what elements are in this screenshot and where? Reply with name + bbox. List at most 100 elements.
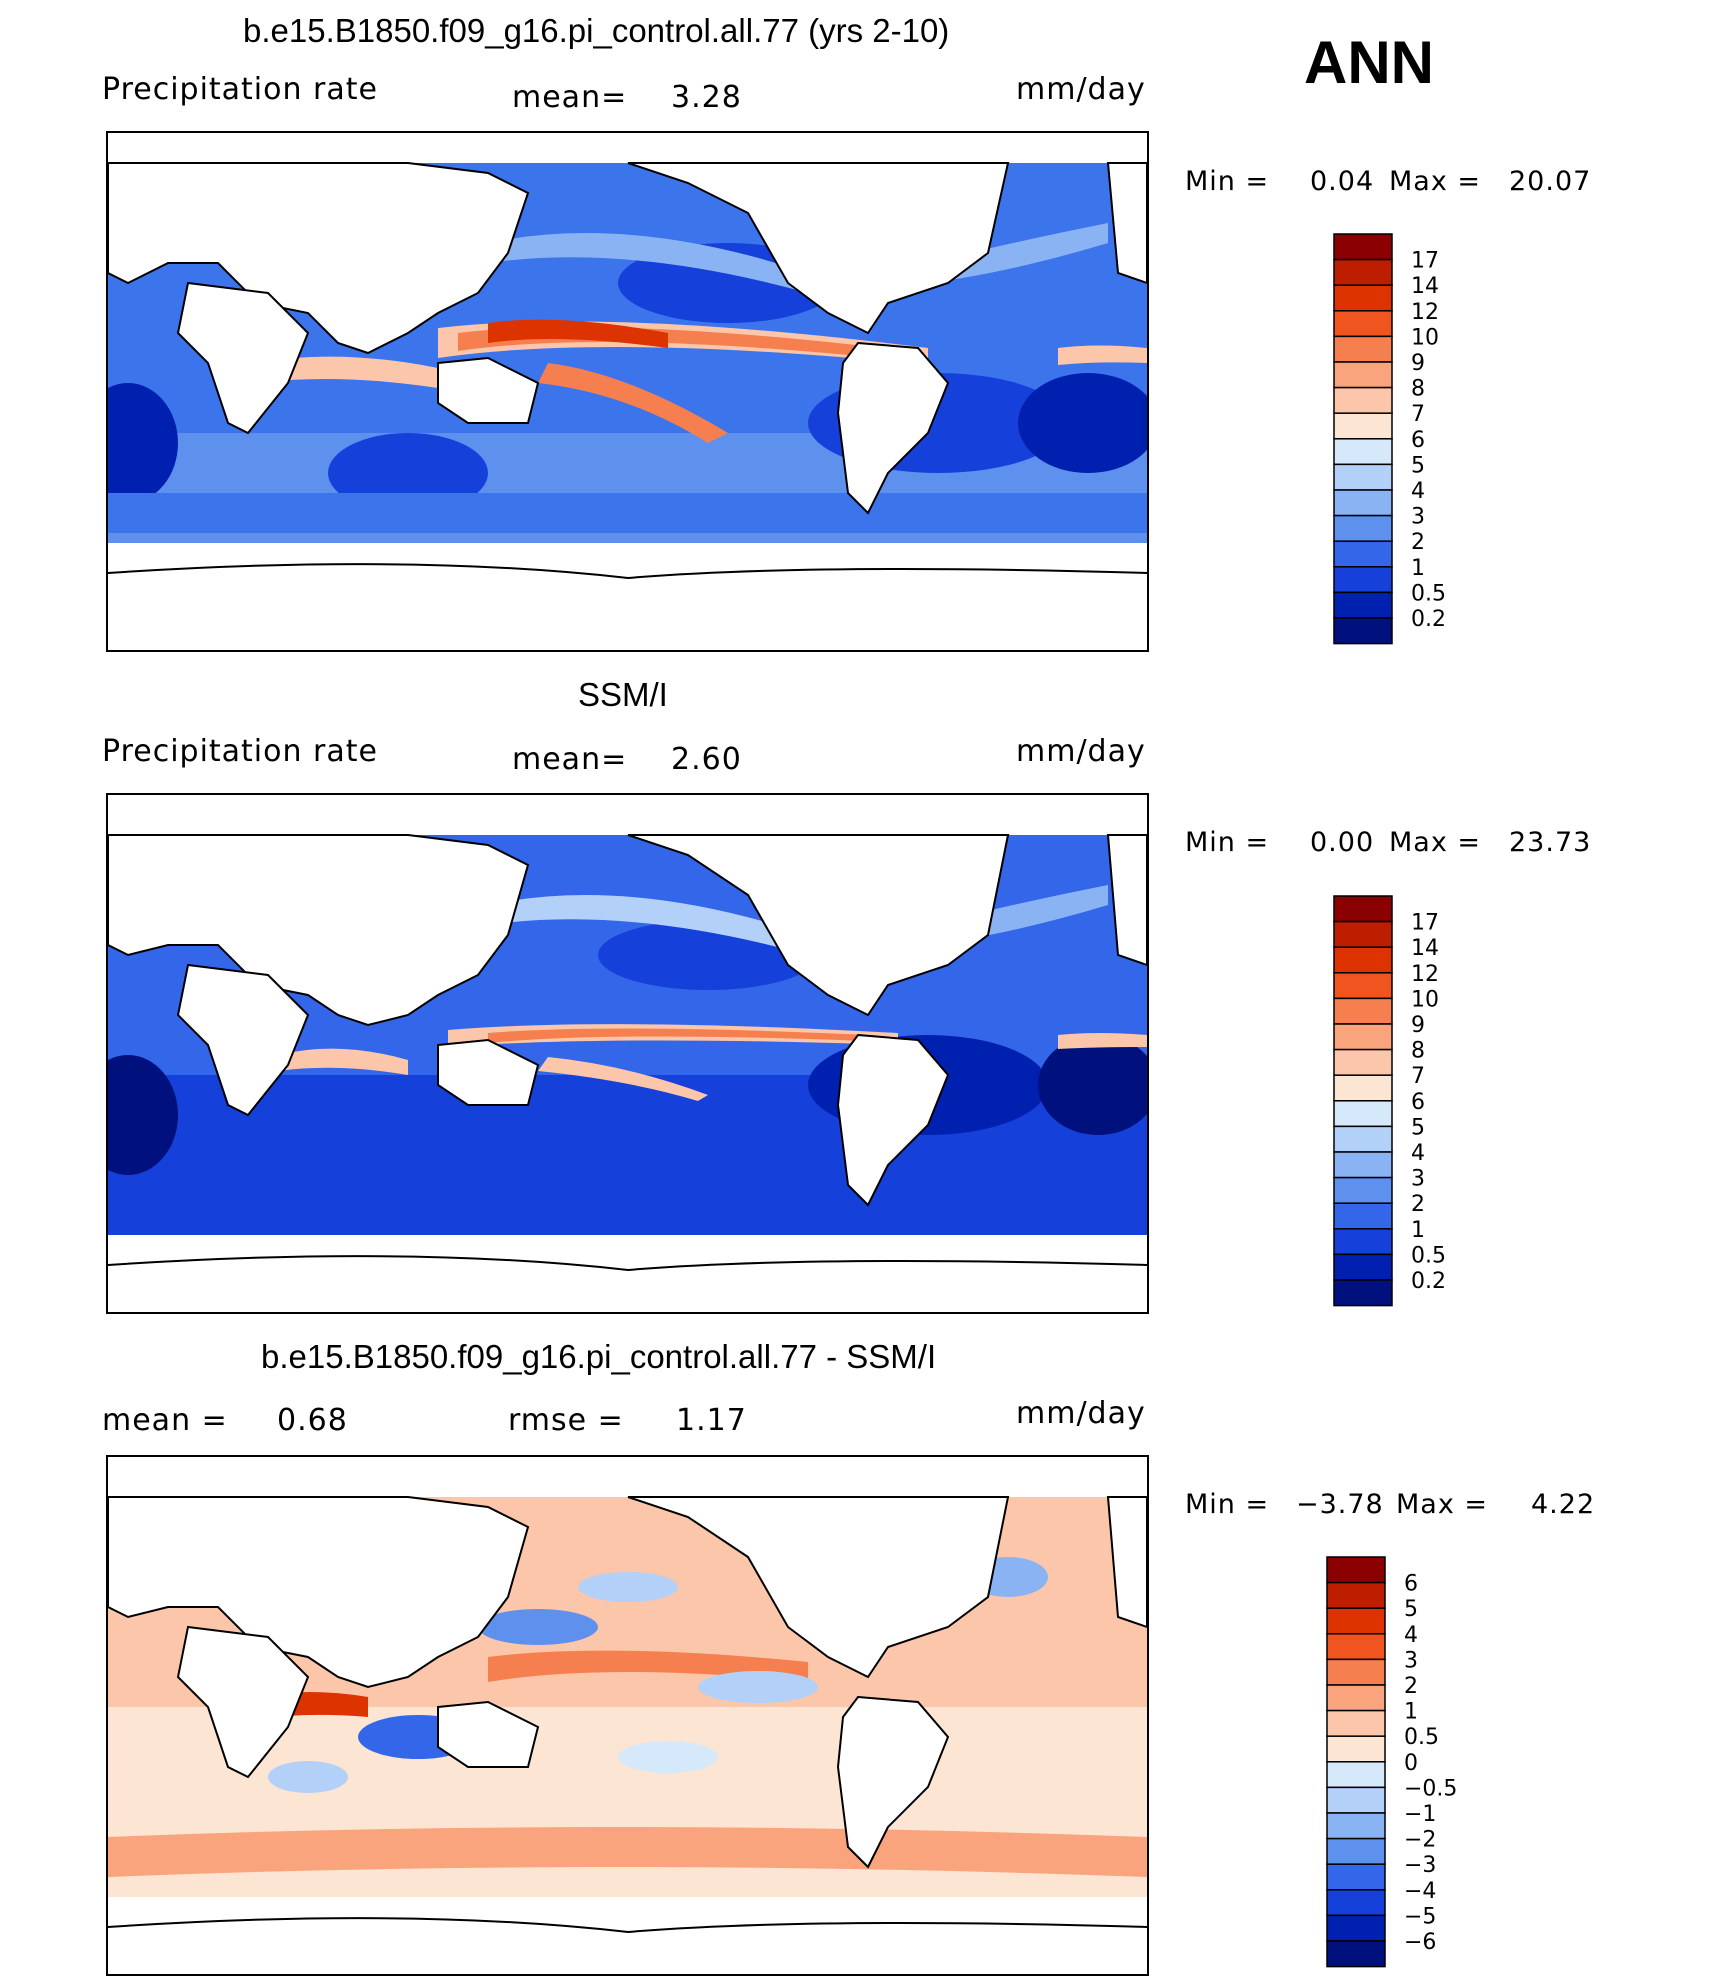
colorbar-swatch [1326, 1581, 1386, 1609]
colorbar-swatch [1326, 1556, 1386, 1584]
colorbar-tick-label: 1 [1411, 1218, 1425, 1243]
colorbar-tick-label: 6 [1411, 428, 1425, 453]
colorbar-tick-label: 5 [1411, 1115, 1425, 1140]
colorbar-swatch [1333, 284, 1393, 312]
colorbar-tick-label: 3 [1411, 1167, 1425, 1192]
colorbar-tick-label: 2 [1411, 530, 1425, 555]
colorbar-swatch [1333, 1279, 1393, 1307]
mean-value: 2.60 [671, 742, 742, 777]
colorbar-swatch [1333, 514, 1393, 542]
colorbar-swatch [1333, 591, 1393, 619]
colorbar-swatch [1326, 1889, 1386, 1917]
colorbar-swatch [1333, 1176, 1393, 1204]
min-label: Min = [1185, 1489, 1270, 1520]
colorbar-tick-label: 1 [1411, 556, 1425, 581]
colorbar-swatch [1326, 1940, 1386, 1968]
colorbar-tick-label: −4 [1404, 1879, 1436, 1904]
colorbar-swatch [1333, 617, 1393, 645]
colorbar-swatch [1333, 1202, 1393, 1230]
panel-title: b.e15.B1850.f09_g16.pi_control.all.77 - … [261, 1338, 937, 1375]
colorbar-swatch [1333, 895, 1393, 923]
colorbar-swatch [1333, 946, 1393, 974]
colorbar-tick-label: 3 [1411, 505, 1425, 530]
panel-title: SSM/I [578, 676, 668, 713]
colorbar-obs: 17 14 12 10 9 8 7 6 5 4 3 2 1 0.5 0.2 [1333, 895, 1481, 1313]
rmse-value: 1.17 [676, 1403, 747, 1438]
colorbar-tick-label: 0.2 [1411, 607, 1446, 632]
colorbar-swatch [1333, 335, 1393, 363]
units-label: mm/day [1016, 72, 1146, 107]
colorbar-tick-label: 3 [1404, 1648, 1418, 1673]
colorbar-tick-label: 5 [1404, 1597, 1418, 1622]
colorbar-tick-label: 1 [1404, 1700, 1418, 1725]
colorbar-swatch [1333, 1048, 1393, 1076]
colorbar-swatch [1326, 1607, 1386, 1635]
min-value: 0.00 [1310, 827, 1375, 858]
colorbar-swatch [1333, 386, 1393, 414]
colorbar-swatch [1326, 1761, 1386, 1789]
precip-map-obs [106, 793, 1149, 1314]
colorbar-tick-label: 4 [1404, 1623, 1418, 1648]
colorbar-swatch [1326, 1837, 1386, 1865]
min-value: −3.78 [1296, 1489, 1384, 1520]
mean-value: 3.28 [671, 80, 742, 115]
min-label: Min = [1185, 827, 1270, 858]
colorbar-tick-label: 2 [1411, 1192, 1425, 1217]
rmse-label: rmse = [508, 1403, 624, 1438]
colorbar-tick-label: 7 [1411, 1064, 1425, 1089]
precip-map-model [106, 131, 1149, 652]
colorbar-swatch [1333, 361, 1393, 389]
colorbar-swatch [1333, 540, 1393, 568]
colorbar-tick-label: 14 [1411, 274, 1439, 299]
variable-label: Precipitation rate [102, 734, 378, 769]
min-value: 0.04 [1310, 166, 1375, 197]
colorbar-tick-label: 6 [1404, 1572, 1418, 1597]
colorbar-tick-label: 12 [1411, 300, 1439, 325]
colorbar-tick-label: 4 [1411, 1141, 1425, 1166]
map-svg [108, 795, 1147, 1312]
map-svg [108, 133, 1147, 650]
min-label: Min = [1185, 166, 1270, 197]
colorbar-swatch [1333, 438, 1393, 466]
colorbar-swatch [1333, 463, 1393, 491]
max-value: 23.73 [1509, 827, 1592, 858]
colorbar-swatch [1333, 489, 1393, 517]
colorbar-swatch [1326, 1914, 1386, 1942]
map-svg [108, 1457, 1147, 1974]
colorbar-tick-label: 14 [1411, 936, 1439, 961]
colorbar-swatch [1333, 1074, 1393, 1102]
colorbar-tick-label: 17 [1411, 911, 1439, 936]
colorbar-swatch [1333, 1100, 1393, 1128]
colorbar-swatch [1333, 1125, 1393, 1153]
max-label: Max = [1396, 1489, 1489, 1520]
colorbar-tick-label: 5 [1411, 453, 1425, 478]
colorbar-tick-label: −3 [1404, 1853, 1436, 1878]
mean-label: mean= [512, 742, 628, 777]
colorbar-swatch [1333, 1151, 1393, 1179]
colorbar-swatch [1333, 233, 1393, 261]
colorbar-tick-label: −6 [1404, 1930, 1436, 1955]
colorbar-tick-label: 8 [1411, 1039, 1425, 1064]
colorbar-swatch [1333, 920, 1393, 948]
colorbar-tick-label: 4 [1411, 479, 1425, 504]
colorbar-swatch [1326, 1658, 1386, 1686]
colorbar-tick-label: 10 [1411, 987, 1439, 1012]
colorbar-model: 17 14 12 10 9 8 7 6 5 4 3 2 1 0.5 0.2 [1333, 233, 1481, 651]
colorbar-tick-label: 9 [1411, 1013, 1425, 1038]
colorbar-tick-label: −0.5 [1404, 1776, 1457, 1801]
units-label: mm/day [1016, 734, 1146, 769]
colorbar-swatch [1333, 1253, 1393, 1281]
colorbar-diff: 6 5 4 3 2 1 0.5 0 −0.5 −1 −2 −3 −4 −5 −6 [1326, 1556, 1474, 1974]
max-value: 20.07 [1509, 166, 1592, 197]
colorbar-swatch [1333, 412, 1393, 440]
colorbar-tick-label: 0.2 [1411, 1269, 1446, 1294]
colorbar-swatch [1333, 310, 1393, 338]
colorbar-tick-label: 2 [1404, 1674, 1418, 1699]
colorbar-tick-label: 9 [1411, 351, 1425, 376]
colorbar-swatch [1333, 997, 1393, 1025]
colorbar-swatch [1326, 1633, 1386, 1661]
colorbar-swatch [1326, 1735, 1386, 1763]
colorbar-swatch [1326, 1709, 1386, 1737]
